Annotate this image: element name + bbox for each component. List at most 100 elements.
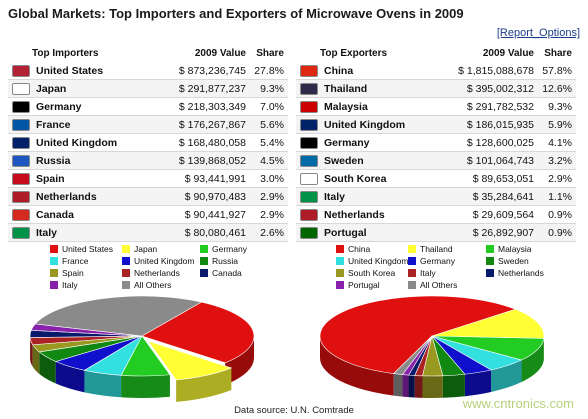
legend-swatch <box>408 245 416 253</box>
exporters-table-row: Malaysia $ 291,782,532 9.3% <box>296 98 576 116</box>
flag-icon <box>300 208 318 221</box>
country-name: Spain <box>36 172 65 185</box>
exporters-table-row: United Kingdom $ 186,015,935 5.9% <box>296 116 576 134</box>
importers-table-body: United States $ 873,236,745 27.8% Japan $ 29… <box>8 62 288 242</box>
report-options-link[interactable]: [Report_Options] <box>496 27 580 39</box>
exporters-value-cell: $ 29,609,564 <box>472 208 534 221</box>
pie-slice-side-united-states <box>225 336 254 385</box>
legend-item: Sweden <box>486 256 556 266</box>
legend-item: United States <box>50 244 122 254</box>
exporters-share-cell: 0.9% <box>548 208 572 221</box>
pie-slice-side-france <box>84 370 122 398</box>
watermark: www.cntronics.com <box>462 396 574 411</box>
pie-slice-all-others <box>34 295 203 337</box>
pie-slice-side-italy <box>414 375 423 398</box>
pie-slice-side-spain <box>32 344 40 374</box>
legend-label: All Others <box>420 280 458 290</box>
legend-item: Portugal <box>336 280 408 290</box>
legend-swatch <box>122 269 130 277</box>
exporters-share-cell: 4.1% <box>548 136 572 149</box>
flag-icon <box>12 136 30 149</box>
flag-icon <box>300 82 318 95</box>
importers-table-row: Germany $ 218,303,349 7.0% <box>8 98 288 116</box>
importers-share-cell: 27.8% <box>254 64 284 77</box>
importers-table-row: United Kingdom $ 168,480,058 5.4% <box>8 134 288 152</box>
legend-swatch <box>50 257 58 265</box>
legend-label: Italy <box>62 280 78 290</box>
flag-icon <box>12 64 30 77</box>
legend-label: Netherlands <box>134 268 180 278</box>
importers-value-cell: $ 218,303,349 <box>178 100 246 113</box>
pie-slice-side-germany <box>121 374 170 398</box>
country-name: Germany <box>36 100 82 113</box>
importers-country-cell: Germany <box>8 100 156 113</box>
legend-swatch <box>408 257 416 265</box>
exporters-share-cell: 2.9% <box>548 172 572 185</box>
exporters-pie-chart <box>319 295 545 398</box>
legend-item: Netherlands <box>122 268 200 278</box>
importers-value-cell: $ 90,970,483 <box>184 190 246 203</box>
importers-table-row: France $ 176,267,867 5.6% <box>8 116 288 134</box>
legend-label: United Kingdom <box>134 256 195 266</box>
legend-swatch <box>336 281 344 289</box>
exporters-value-cell: $ 26,892,907 <box>472 226 534 239</box>
pie-slice-side-germany <box>464 369 492 397</box>
importers-share-cell: 3.0% <box>260 172 284 185</box>
importers-country-cell: Russia <box>8 154 156 167</box>
legend-item: China <box>336 244 408 254</box>
importers-table-row: United States $ 873,236,745 27.8% <box>8 62 288 80</box>
importers-pie-chart <box>29 295 255 402</box>
exporters-table-row: South Korea $ 89,653,051 2.9% <box>296 170 576 188</box>
legend-swatch <box>200 257 208 265</box>
country-name: United Kingdom <box>324 118 406 131</box>
country-name: United Kingdom <box>36 136 118 149</box>
pie-slice-side-portugal <box>402 374 409 398</box>
flag-icon <box>12 118 30 131</box>
legend-swatch <box>336 245 344 253</box>
exporters-table-body: China $ 1,815,088,678 57.8% Thailand $ 395,0… <box>296 62 576 242</box>
legend-label: Portugal <box>348 280 380 290</box>
page-title: Global Markets: Top Importers and Export… <box>8 6 464 21</box>
exporters-table-row: Portugal $ 26,892,907 0.9% <box>296 224 576 242</box>
flag-icon <box>300 154 318 167</box>
flag-icon <box>12 100 30 113</box>
flag-icon <box>300 118 318 131</box>
flag-icon <box>12 226 30 239</box>
country-name: Russia <box>36 154 71 167</box>
legend-swatch <box>486 269 494 277</box>
country-name: Netherlands <box>324 208 385 221</box>
pie-slice-side-malaysia <box>521 338 544 383</box>
importers-col-country: Top Importers <box>32 48 99 59</box>
data-source-note: Data source: U.N. Comtrade <box>234 405 354 416</box>
exporters-value-cell: $ 101,064,743 <box>466 154 534 167</box>
pie-slice-japan <box>147 340 233 381</box>
exporters-share-cell: 12.6% <box>542 82 572 95</box>
legend-label: Spain <box>62 268 84 278</box>
flag-icon <box>300 172 318 185</box>
exporters-table-row: Sweden $ 101,064,743 3.2% <box>296 152 576 170</box>
exporters-value-cell: $ 1,815,088,678 <box>458 64 534 77</box>
importers-share-cell: 4.5% <box>260 154 284 167</box>
importers-table-row: Russia $ 139,868,052 4.5% <box>8 152 288 170</box>
country-name: United States <box>36 64 104 77</box>
importers-value-cell: $ 168,480,058 <box>178 136 246 149</box>
exporters-country-cell: Thailand <box>296 82 444 95</box>
legend-label: Japan <box>134 244 158 254</box>
importers-table-row: Italy $ 80,080,461 2.6% <box>8 224 288 242</box>
legend-swatch <box>122 245 130 253</box>
legend-swatch <box>408 269 416 277</box>
exporters-table-row: China $ 1,815,088,678 57.8% <box>296 62 576 80</box>
exporters-share-cell: 1.1% <box>548 190 572 203</box>
importers-country-cell: Spain <box>8 172 156 185</box>
flag-icon <box>300 100 318 113</box>
importers-value-cell: $ 80,080,461 <box>184 226 246 239</box>
legend-label: Germany <box>212 244 247 254</box>
importers-table-row: Japan $ 291,877,237 9.3% <box>8 80 288 98</box>
legend-label: Sweden <box>498 256 529 266</box>
exporters-col-country: Top Exporters <box>320 48 388 59</box>
legend-item: Malaysia <box>486 244 556 254</box>
exporters-table-row: Thailand $ 395,002,312 12.6% <box>296 80 576 98</box>
exporters-share-cell: 3.2% <box>548 154 572 167</box>
legend-item: Italy <box>408 268 486 278</box>
country-name: Italy <box>324 190 346 203</box>
